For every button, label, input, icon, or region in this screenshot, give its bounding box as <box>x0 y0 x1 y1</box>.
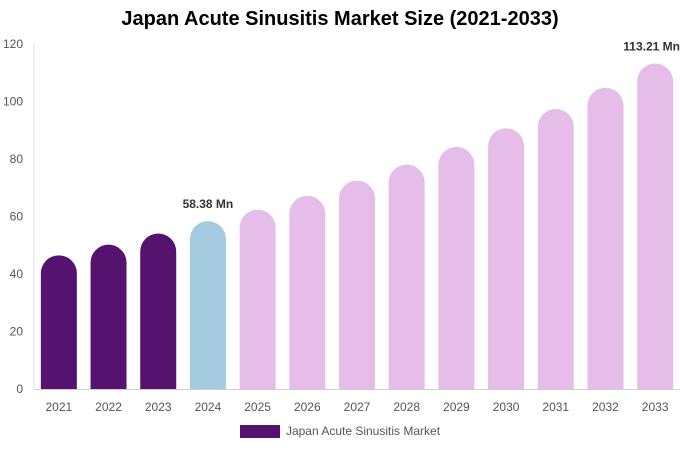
y-tick-label: 0 <box>16 382 23 396</box>
x-tick-label: 2032 <box>592 400 619 414</box>
bar-2031 <box>537 108 574 389</box>
y-tick-label: 100 <box>3 95 23 109</box>
x-tick-label: 2023 <box>145 400 172 414</box>
bar-2023 <box>140 233 177 389</box>
data-label: 113.21 Mn <box>623 40 680 54</box>
chart-title: Japan Acute Sinusitis Market Size (2021-… <box>121 8 559 30</box>
bar-2028 <box>388 164 425 389</box>
legend-label: Japan Acute Sinusitis Market <box>285 424 441 438</box>
bar-2025 <box>239 209 276 389</box>
x-tick-label: 2033 <box>642 400 669 414</box>
chart-legend[interactable]: Japan Acute Sinusitis Market <box>0 424 680 438</box>
x-tick-label: 2028 <box>393 400 420 414</box>
y-tick-label: 120 <box>3 37 23 51</box>
bar-2032 <box>587 87 624 389</box>
x-tick-label: 2026 <box>294 400 321 414</box>
x-tick-label: 2027 <box>344 400 371 414</box>
x-tick-label: 2030 <box>493 400 520 414</box>
bar-2021 <box>40 255 77 389</box>
bar-2024 <box>189 221 226 389</box>
bar-2027 <box>339 180 375 389</box>
chart-labels: 2021 2022 2023 2024 58.38 Mn 2025 2026 2027 2028… <box>45 40 680 414</box>
x-tick-label: 2029 <box>443 400 470 414</box>
legend-swatch <box>239 424 280 438</box>
bar-2029 <box>438 146 475 389</box>
x-tick-label: 2031 <box>542 400 569 414</box>
x-tick-label: 2022 <box>95 400 122 414</box>
y-tick-label: 40 <box>10 267 24 281</box>
bar-2022 <box>90 244 127 389</box>
bar-2033 <box>637 63 674 390</box>
x-tick-label: 2024 <box>195 400 222 414</box>
y-tick-label: 60 <box>10 210 24 224</box>
x-tick-label: 2021 <box>45 400 72 414</box>
data-label: 58.38 Mn <box>183 197 234 211</box>
chart-axes: 0 20 40 60 80 100 120 <box>3 37 680 396</box>
bar-2026 <box>289 195 326 389</box>
y-tick-label: 20 <box>10 325 24 339</box>
y-tick-label: 80 <box>10 152 24 166</box>
chart-bars <box>40 63 674 390</box>
bar-2030 <box>488 128 525 389</box>
x-tick-label: 2025 <box>244 400 271 414</box>
